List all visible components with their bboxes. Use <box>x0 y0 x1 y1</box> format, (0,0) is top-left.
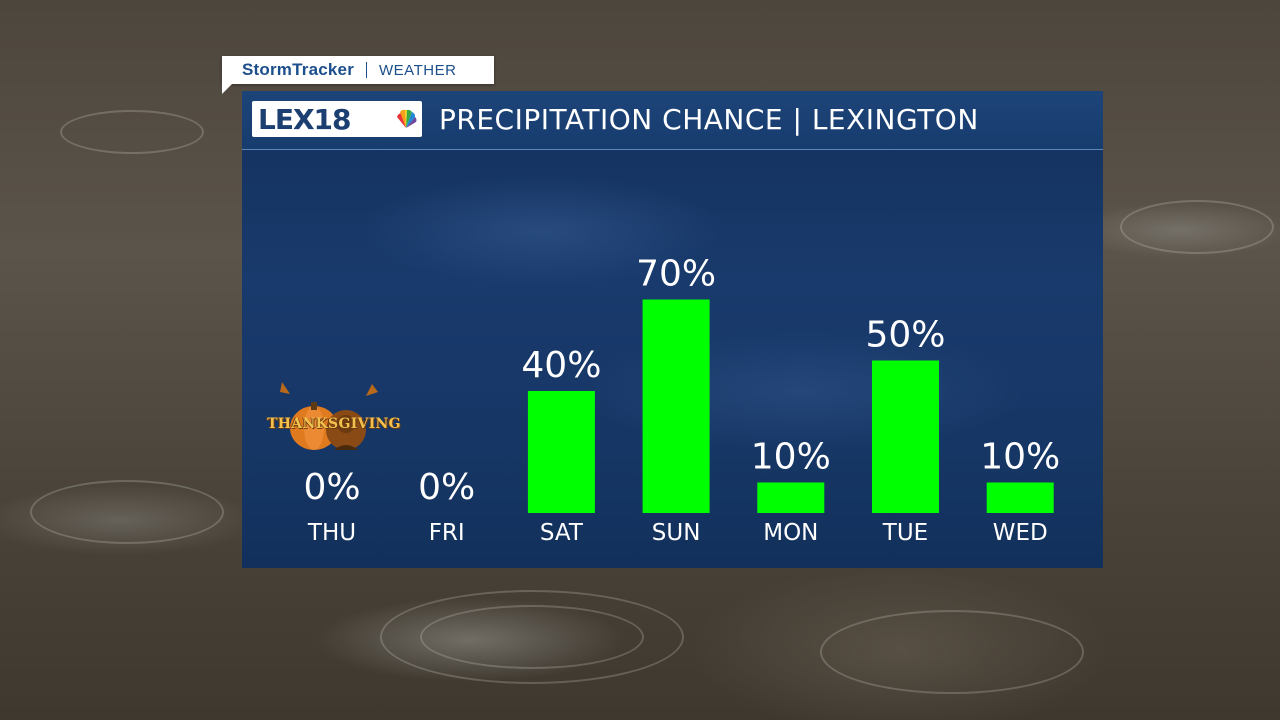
chart-area: 0% THU 0% FRI 40% SAT 70% SUN 10% MON 50% TUE 10% WED <box>242 91 1103 568</box>
bar-sun <box>642 299 710 513</box>
value-label-fri: 0% <box>418 467 475 508</box>
day-label-mon: MON <box>763 520 818 546</box>
day-label-thu: THU <box>307 520 356 546</box>
thanksgiving-label: THANKSGIVING <box>267 416 401 432</box>
panel-header: LEX18 PRECIPITATION CHANCE | LEXINGTON <box>242 91 1103 150</box>
nbc-peacock-icon <box>397 109 417 128</box>
bar-wed <box>986 482 1054 513</box>
stormtracker-weather-tag: StormTracker WEATHER <box>222 56 494 84</box>
day-label-sun: SUN <box>652 520 701 546</box>
thanksgiving-badge: THANKSGIVING <box>254 380 414 456</box>
value-label-tue: 50% <box>865 315 945 356</box>
bar-tue <box>872 360 939 513</box>
tag-notch <box>222 84 232 94</box>
bar-sat <box>527 391 595 513</box>
value-label-thu: 0% <box>303 467 360 508</box>
day-label-wed: WED <box>993 520 1048 546</box>
day-label-fri: FRI <box>429 520 465 546</box>
tag-divider <box>366 62 368 78</box>
bar-mon <box>757 482 825 513</box>
lex18-logo: LEX18 <box>252 101 422 137</box>
pumpkin-turkey-icon <box>280 382 378 450</box>
value-label-mon: 10% <box>751 437 831 478</box>
precipitation-panel: LEX18 PRECIPITATION CHANCE | LEXINGTON 0… <box>242 91 1103 568</box>
chart-title: PRECIPITATION CHANCE | LEXINGTON <box>439 103 979 136</box>
day-label-tue: TUE <box>882 520 928 546</box>
value-label-wed: 10% <box>980 437 1060 478</box>
weather-section-label: WEATHER <box>379 61 457 79</box>
lex18-logo-text: LEX18 <box>258 102 352 136</box>
stormtracker-brand: StormTracker <box>242 60 355 79</box>
value-label-sun: 70% <box>636 254 716 295</box>
day-label-sat: SAT <box>540 520 584 546</box>
value-label-sat: 40% <box>521 345 601 386</box>
precipitation-bar-chart: 0% THU 0% FRI 40% SAT 70% SUN 10% MON 50% TUE 10% WED <box>303 254 1060 547</box>
